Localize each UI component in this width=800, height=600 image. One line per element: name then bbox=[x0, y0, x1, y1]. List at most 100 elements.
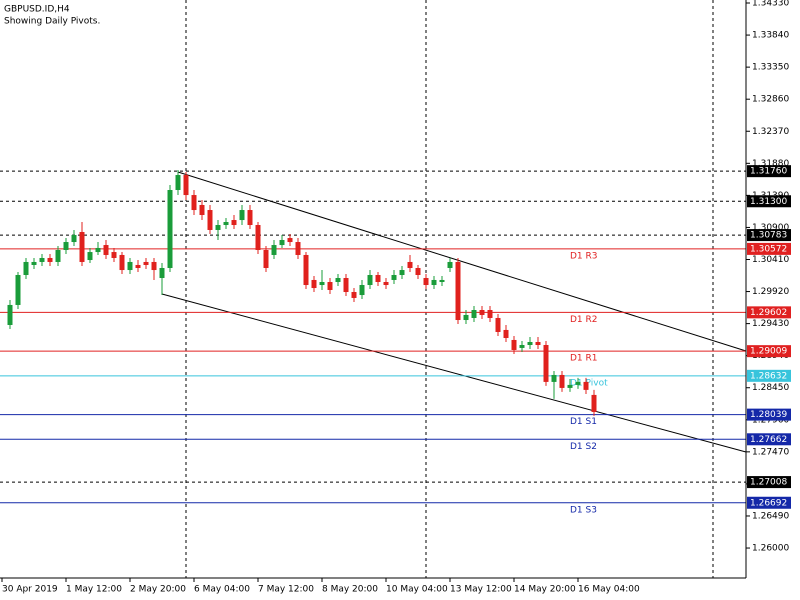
candle-body bbox=[479, 310, 485, 315]
level-price-box bbox=[747, 496, 791, 509]
candle-body bbox=[239, 210, 245, 221]
level-name: D1 Pivot bbox=[570, 378, 608, 388]
candle-body bbox=[383, 281, 389, 286]
candle-body bbox=[463, 314, 469, 321]
x-tick-label: 30 Apr 2019 bbox=[2, 585, 58, 595]
candle-body bbox=[279, 239, 285, 246]
candle-body bbox=[47, 257, 53, 262]
candle-body bbox=[15, 274, 21, 305]
level-name: D1 S1 bbox=[570, 417, 597, 427]
y-tick-label: 1.32370 bbox=[752, 127, 789, 137]
level-price-label: 1.31760 bbox=[750, 167, 787, 177]
level-price-box bbox=[747, 242, 791, 255]
level-name: D1 R1 bbox=[570, 354, 598, 364]
y-tick-label: 1.30900 bbox=[752, 223, 789, 233]
level-price-box bbox=[747, 306, 791, 319]
level-price-box bbox=[747, 408, 791, 421]
level-name: D1 R2 bbox=[570, 315, 598, 325]
candle-body bbox=[575, 381, 581, 385]
candle-body bbox=[215, 225, 221, 230]
candle-body bbox=[375, 274, 381, 282]
candle-body bbox=[231, 220, 237, 226]
level-price-label: 1.29009 bbox=[750, 347, 787, 357]
candle-body bbox=[151, 261, 157, 271]
candle-body bbox=[471, 310, 477, 318]
candle-body bbox=[359, 285, 365, 296]
y-tick-label: 1.32860 bbox=[752, 95, 789, 105]
channel-line bbox=[177, 171, 747, 352]
channel-line bbox=[161, 293, 747, 453]
y-tick-label: 1.29920 bbox=[752, 287, 789, 297]
candle-body bbox=[567, 384, 573, 388]
y-tick-label: 1.33840 bbox=[752, 31, 789, 41]
level-price-label: 1.27008 bbox=[750, 478, 787, 488]
candle-body bbox=[223, 222, 229, 226]
candle-body bbox=[487, 310, 493, 318]
x-tick-label: 7 May 12:00 bbox=[258, 585, 314, 595]
level-price-box bbox=[747, 345, 791, 358]
y-tick-label: 1.31880 bbox=[752, 159, 789, 169]
level-price-label: 1.27662 bbox=[750, 435, 787, 445]
candle-body bbox=[535, 341, 541, 346]
plot-layer: D1 R3 D1 R2 D1 R1 D1 Pivot D1 S1 D1 S2 D1 S3 bbox=[0, 170, 746, 515]
candle-body bbox=[127, 261, 133, 271]
y-tick-label: 1.26000 bbox=[752, 544, 789, 554]
candle-body bbox=[455, 261, 461, 321]
chart-subtitle: Showing Daily Pivots. bbox=[4, 17, 100, 27]
candle-body bbox=[367, 274, 373, 286]
level-price-box bbox=[747, 433, 791, 446]
level-name: D1 S2 bbox=[570, 442, 597, 452]
candle-body bbox=[247, 210, 253, 226]
candle-body bbox=[295, 242, 301, 255]
y-tick-label: 1.29430 bbox=[752, 319, 789, 329]
level-price-box bbox=[747, 165, 791, 178]
candle-body bbox=[351, 292, 357, 298]
candle-body bbox=[311, 279, 317, 289]
x-tick-label: 8 May 20:00 bbox=[322, 585, 378, 595]
level-price-label: 1.26692 bbox=[750, 498, 787, 508]
candle-body bbox=[287, 238, 293, 243]
candle-body bbox=[439, 279, 445, 282]
candle-body bbox=[103, 245, 109, 255]
candle-body bbox=[551, 374, 557, 382]
candle-body bbox=[207, 210, 213, 230]
y-tick-label: 1.34330 bbox=[752, 0, 789, 9]
candle-body bbox=[319, 281, 325, 286]
level-price-label: 1.30572 bbox=[750, 244, 787, 254]
candle-body bbox=[447, 261, 453, 268]
x-tick-label: 13 May 12:00 bbox=[450, 585, 512, 595]
level-price-label: 1.28039 bbox=[750, 410, 787, 420]
level-price-box bbox=[747, 195, 791, 208]
candle-body bbox=[543, 345, 549, 382]
level-price-label: 1.31300 bbox=[750, 197, 787, 207]
candle-body bbox=[335, 278, 341, 282]
y-tick-label: 1.30410 bbox=[752, 255, 789, 265]
candle-body bbox=[39, 257, 45, 262]
candle-body bbox=[135, 264, 141, 268]
candle-body bbox=[343, 278, 349, 293]
candle-body bbox=[583, 381, 589, 390]
candle-body bbox=[559, 374, 565, 388]
x-tick-label: 6 May 04:00 bbox=[194, 585, 250, 595]
candle-body bbox=[263, 250, 269, 268]
candle-body bbox=[175, 175, 181, 191]
candle-body bbox=[167, 190, 173, 268]
candle-body bbox=[111, 252, 117, 258]
candle-body bbox=[591, 394, 597, 412]
candle-body bbox=[431, 279, 437, 286]
candle-body bbox=[23, 261, 29, 275]
candle-body bbox=[511, 339, 517, 350]
y-tick-label: 1.27470 bbox=[752, 447, 789, 457]
candle-body bbox=[399, 270, 405, 275]
candle-body bbox=[327, 281, 333, 290]
candle-body bbox=[495, 317, 501, 332]
candle-body bbox=[527, 341, 533, 346]
candle-body bbox=[423, 278, 429, 286]
level-price-box bbox=[747, 369, 791, 382]
level-price-label: 1.29602 bbox=[750, 308, 787, 318]
y-tick-label: 1.28450 bbox=[752, 383, 789, 393]
candle-body bbox=[391, 274, 397, 280]
candle-body bbox=[87, 252, 93, 261]
level-price-box bbox=[747, 229, 791, 242]
